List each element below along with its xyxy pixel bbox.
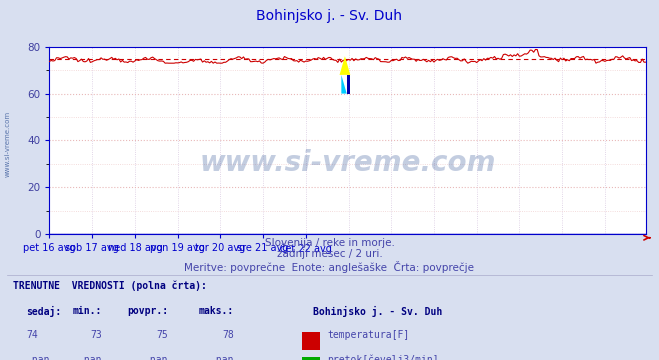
Text: 75: 75 <box>156 330 168 341</box>
Text: -nan: -nan <box>210 355 234 360</box>
Text: Slovenija / reke in morje.: Slovenija / reke in morje. <box>264 238 395 248</box>
Text: 73: 73 <box>90 330 102 341</box>
Text: TRENUTNE  VREDNOSTI (polna črta):: TRENUTNE VREDNOSTI (polna črta): <box>13 281 207 291</box>
Polygon shape <box>339 56 351 75</box>
Text: zadnji mesec / 2 uri.: zadnji mesec / 2 uri. <box>277 249 382 259</box>
Polygon shape <box>347 75 351 94</box>
Text: temperatura[F]: temperatura[F] <box>328 330 410 341</box>
Text: min.:: min.: <box>72 306 102 316</box>
Text: 74: 74 <box>26 330 38 341</box>
Text: -nan: -nan <box>78 355 102 360</box>
Text: www.si-vreme.com: www.si-vreme.com <box>200 149 496 177</box>
Text: sedaj:: sedaj: <box>26 306 61 317</box>
Text: Meritve: povprečne  Enote: anglešaške  Črta: povprečje: Meritve: povprečne Enote: anglešaške Črt… <box>185 261 474 273</box>
Text: -nan: -nan <box>144 355 168 360</box>
Text: www.si-vreme.com: www.si-vreme.com <box>5 111 11 177</box>
Polygon shape <box>341 75 347 94</box>
Text: 78: 78 <box>222 330 234 341</box>
Text: -nan: -nan <box>26 355 50 360</box>
Text: povpr.:: povpr.: <box>127 306 168 316</box>
Text: Bohinjsko j. - Sv. Duh: Bohinjsko j. - Sv. Duh <box>313 306 442 317</box>
Text: Bohinjsko j. - Sv. Duh: Bohinjsko j. - Sv. Duh <box>256 9 403 23</box>
Text: maks.:: maks.: <box>199 306 234 316</box>
Text: pretok[čevelj3/min]: pretok[čevelj3/min] <box>328 355 439 360</box>
